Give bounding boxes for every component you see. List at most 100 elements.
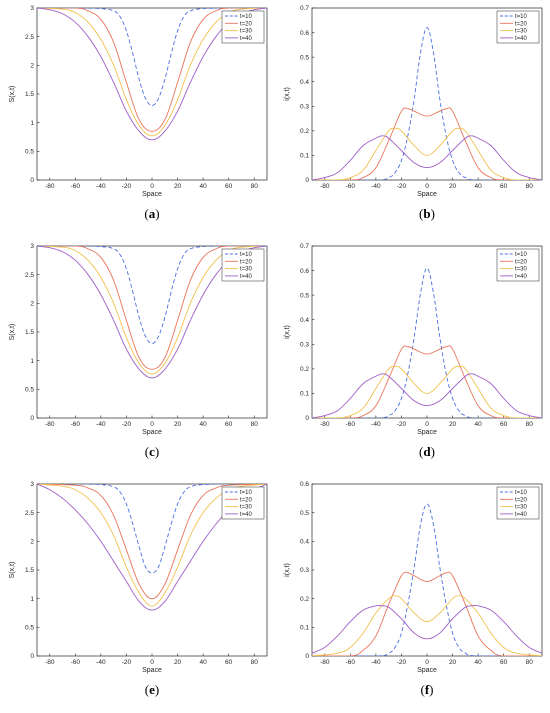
figure-panel-c: -80 -60 -40 -20 0 20 40 60 80 0 0.5 1 1.5 2 2.5 3 Space S… [0, 238, 275, 475]
x-tick-label: 40 [199, 659, 207, 666]
panel-caption: (c) [145, 444, 159, 459]
y-tick-label: 0.5 [25, 625, 34, 632]
y-tick-label: 0.2 [300, 366, 309, 373]
y-tick-label: 0.2 [300, 596, 309, 603]
x-tick-label: 80 [526, 659, 534, 666]
series-line-t-30 [37, 246, 267, 375]
x-tick-label: -20 [122, 659, 132, 666]
y-axis-label: i(x,t) [284, 563, 291, 577]
x-tick-label: -80 [45, 421, 55, 428]
legend-label: t=10 [240, 490, 253, 496]
x-tick-label: 40 [474, 421, 482, 428]
x-tick-label: -80 [45, 659, 55, 666]
y-tick-label: 0 [30, 653, 34, 660]
legend-label: t=30 [240, 505, 253, 511]
legend-label: t=20 [240, 21, 253, 27]
x-tick-label: 60 [500, 183, 508, 190]
x-tick-label: 80 [526, 421, 534, 428]
legend-label: t=30 [240, 29, 253, 35]
series-line-t-20 [37, 484, 267, 600]
x-tick-label: 60 [225, 421, 233, 428]
y-tick-label: 0.4 [300, 317, 309, 324]
x-tick-label: -60 [346, 421, 356, 428]
y-tick-label: 0.7 [300, 243, 309, 250]
x-axis-label: Space [142, 667, 162, 674]
x-tick-label: 80 [251, 421, 259, 428]
y-tick-label: 0.5 [25, 387, 34, 394]
chart-f: -80 -60 -40 -20 0 20 40 60 80 0 0.1 0.2 0.3 0.4 0.5 0.6… [284, 481, 543, 697]
x-tick-label: -80 [45, 183, 55, 190]
y-tick-label: 0.5 [300, 54, 309, 61]
y-tick-label: 1.5 [25, 567, 34, 574]
x-tick-label: -60 [71, 659, 81, 666]
y-axis-label: S(x,t) [9, 324, 16, 341]
y-tick-label: 1 [30, 596, 34, 603]
x-tick-label: -20 [397, 421, 407, 428]
legend-label: t=20 [515, 497, 528, 503]
legend-label: t=20 [515, 21, 528, 27]
x-axis-label: Space [417, 667, 437, 674]
x-tick-label: 60 [225, 183, 233, 190]
y-tick-label: 0.3 [300, 567, 309, 574]
x-tick-label: 0 [150, 659, 154, 666]
y-tick-label: 0.5 [25, 149, 34, 156]
series-line-t-20 [312, 345, 542, 418]
figure-panel-f: -80 -60 -40 -20 0 20 40 60 80 0 0.1 0.2 0.3 0.4 0.5 0.6… [275, 476, 550, 713]
x-tick-label: -40 [96, 421, 106, 428]
y-tick-label: 2.5 [25, 34, 34, 41]
chart-e: -80 -60 -40 -20 0 20 40 60 80 0 0.5 1 1.5 2 2.5 3 Space S… [9, 481, 268, 697]
chart-a: -80 -60 -40 -20 0 20 40 60 80 0 0.5 1 1.5 2 2.5 3 Space S… [9, 5, 268, 221]
legend-label: t=30 [240, 267, 253, 273]
x-tick-label: 0 [150, 421, 154, 428]
figure-panel-a: -80 -60 -40 -20 0 20 40 60 80 0 0.5 1 1.5 2 2.5 3 Space S… [0, 0, 275, 237]
series-line-t-30 [312, 365, 542, 418]
panel-caption: (d) [419, 444, 435, 459]
legend-label: t=10 [240, 252, 253, 258]
y-tick-label: 2.5 [25, 510, 34, 517]
y-tick-label: 0 [305, 653, 309, 660]
x-tick-label: 40 [199, 421, 207, 428]
x-tick-label: 20 [449, 421, 457, 428]
legend-label: t=30 [515, 29, 528, 35]
y-tick-label: 0 [30, 177, 34, 184]
y-axis-label: i(x,t) [284, 87, 291, 101]
x-tick-label: 60 [500, 659, 508, 666]
chart-d: -80 -60 -40 -20 0 20 40 60 80 0 0.1 0.2 0.3 0.4 0.5 0.6… [284, 243, 543, 459]
y-tick-label: 0 [305, 177, 309, 184]
legend-label: t=40 [515, 274, 528, 280]
x-tick-label: -60 [71, 421, 81, 428]
x-tick-label: 0 [150, 183, 154, 190]
series-line-t-40 [312, 604, 542, 654]
x-tick-label: 40 [474, 659, 482, 666]
y-tick-label: 0.6 [300, 30, 309, 37]
y-tick-label: 2 [30, 301, 34, 308]
y-tick-label: 0.4 [300, 539, 309, 546]
y-tick-label: 0.3 [300, 341, 309, 348]
y-tick-label: 2.5 [25, 272, 34, 279]
series-line-t-40 [312, 373, 542, 418]
x-tick-label: -60 [346, 659, 356, 666]
x-tick-label: 80 [526, 183, 534, 190]
y-tick-label: 2 [30, 539, 34, 546]
series-line-t-30 [312, 127, 542, 180]
chart-c: -80 -60 -40 -20 0 20 40 60 80 0 0.5 1 1.5 2 2.5 3 Space S… [9, 243, 268, 459]
x-tick-label: -20 [122, 183, 132, 190]
legend-label: t=20 [515, 259, 528, 265]
legend-label: t=40 [240, 274, 253, 280]
x-tick-label: -40 [96, 659, 106, 666]
panel-caption: (f) [420, 682, 433, 697]
y-tick-label: 0.6 [300, 268, 309, 275]
legend-label: t=30 [515, 267, 528, 273]
legend-label: t=20 [240, 497, 253, 503]
series-line-t-20 [312, 107, 542, 180]
y-axis-label: S(x,t) [9, 562, 16, 579]
x-tick-label: 60 [500, 421, 508, 428]
y-tick-label: 0.5 [300, 510, 309, 517]
y-tick-label: 1.5 [25, 91, 34, 98]
x-axis-label: Space [142, 429, 162, 436]
x-tick-label: -40 [96, 183, 106, 190]
x-tick-label: 60 [225, 659, 233, 666]
legend-box [496, 10, 540, 44]
x-axis-label: Space [142, 191, 162, 198]
x-tick-label: 80 [251, 659, 259, 666]
